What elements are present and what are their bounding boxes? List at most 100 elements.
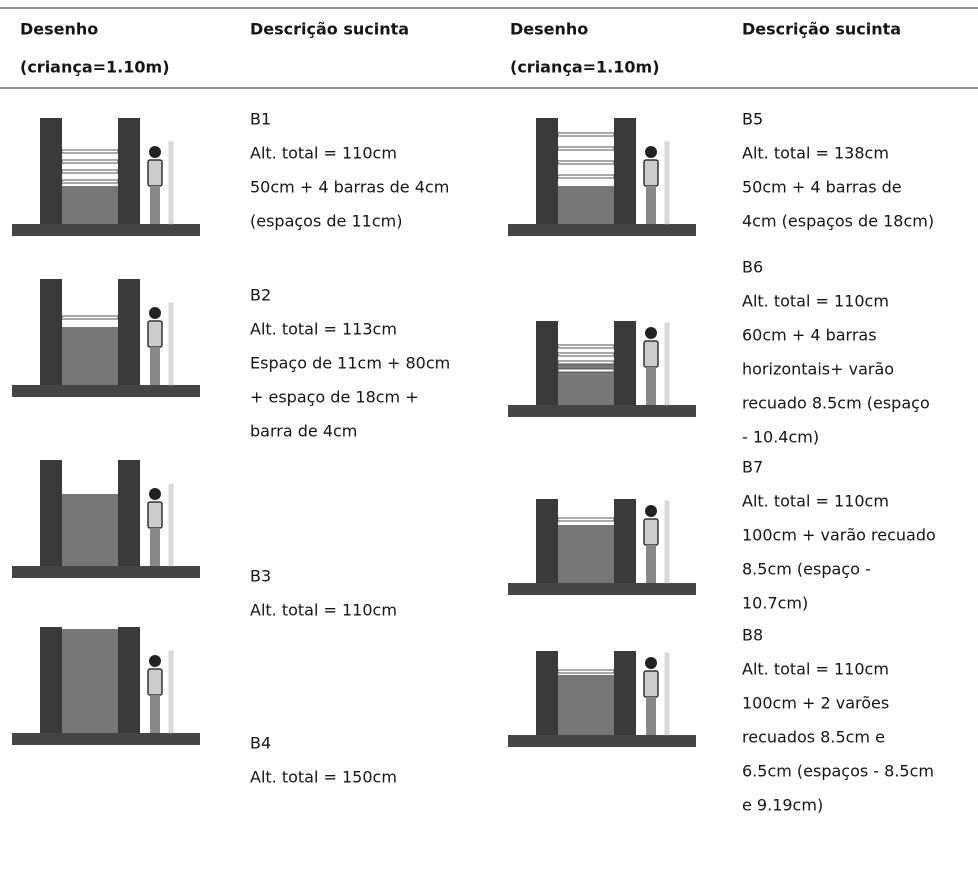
person-body [644,341,658,367]
ruler [665,653,669,735]
panel [558,186,614,224]
bar [558,175,614,178]
panel [62,494,118,566]
description-line: 8.5cm (espaço - [742,560,871,579]
description-line: Alt. total = 138cm [742,144,889,163]
pillar [40,460,62,566]
column-title: Desenho [20,20,98,39]
description-line: 100cm + 2 varões [742,694,889,713]
description-line: horizontais+ varão [742,360,894,379]
description-line: Alt. total = 110cm [250,601,397,620]
pillar [614,321,636,405]
person-head [645,505,657,517]
column-title: Descrição sucinta [250,20,409,39]
person-legs [646,186,656,224]
ground [12,733,200,745]
item-id: B7 [742,458,763,477]
item-id: B6 [742,258,763,277]
bar [558,133,614,136]
pillar [118,460,140,566]
description-line: recuado 8.5cm (espaço [742,394,930,413]
bar [62,180,118,183]
person-head [645,657,657,669]
person-head [149,488,161,500]
ruler [169,142,173,224]
item-id: B1 [250,110,271,129]
description-line: 50cm + 4 barras de [742,178,902,197]
document: Desenho (criança=1.10m) Descrição sucint… [0,0,978,870]
panel [62,629,118,733]
pillar [536,321,558,405]
ground [12,224,200,236]
description-line: 60cm + 4 barras [742,326,877,345]
bar [558,161,614,164]
person-body [644,160,658,186]
bar [558,369,614,372]
panel [558,525,614,583]
column-title: Descrição sucinta [742,20,901,39]
ground [508,583,696,595]
ground [12,385,200,397]
ruler [665,501,669,583]
description-line: + espaço de 18cm + [250,388,419,407]
description-line: Alt. total = 110cm [250,144,397,163]
item-id: B2 [250,286,271,305]
description-line: barra de 4cm [250,422,357,441]
description-line: (espaços de 11cm) [250,212,402,231]
person-body [148,502,162,528]
pillar [536,499,558,583]
description-line: Alt. total = 113cm [250,320,397,339]
pillar [40,279,62,385]
description-line: Alt. total = 150cm [250,768,397,787]
description-line: 10.7cm) [742,594,808,613]
column-title: Desenho [510,20,588,39]
description-line: Alt. total = 110cm [742,492,889,511]
description-line: 4cm (espaços de 18cm) [742,212,934,231]
person-body [148,321,162,347]
person-head [645,146,657,158]
ruler [169,484,173,566]
pillar [536,118,558,224]
person-legs [150,347,160,385]
bar [62,160,118,163]
person-body [644,519,658,545]
description-line: Espaço de 11cm + 80cm [250,354,450,373]
ground [508,735,696,747]
pillar [614,118,636,224]
item-id: B4 [250,734,271,753]
person-body [148,669,162,695]
person-head [149,655,161,667]
pillar [118,118,140,224]
person-legs [150,528,160,566]
pillar [614,499,636,583]
person-legs [646,545,656,583]
bar [558,345,614,348]
bar [558,518,614,521]
pillar [536,651,558,735]
ground [12,566,200,578]
pillar [118,627,140,733]
person-body [644,671,658,697]
page: {"table":{ "columns":[ {"title":"Desenho… [0,0,978,870]
bar [558,361,614,364]
ruler [665,142,669,224]
bar [558,147,614,150]
person-head [645,327,657,339]
bar [62,170,118,173]
item-id: B5 [742,110,763,129]
person-head [149,307,161,319]
item-id: B8 [742,626,763,645]
ruler [665,323,669,405]
ruler [169,651,173,733]
ground [508,224,696,236]
bar [558,670,614,673]
column-subtitle: (criança=1.10m) [20,58,170,77]
pillar [118,279,140,385]
panel [62,186,118,224]
panel [62,327,118,385]
description-line: recuados 8.5cm e [742,728,885,747]
description-line: - 10.4cm) [742,428,819,447]
description-line: e 9.19cm) [742,796,823,815]
description-line: 6.5cm (espaços - 8.5cm [742,762,934,781]
person-legs [150,695,160,733]
